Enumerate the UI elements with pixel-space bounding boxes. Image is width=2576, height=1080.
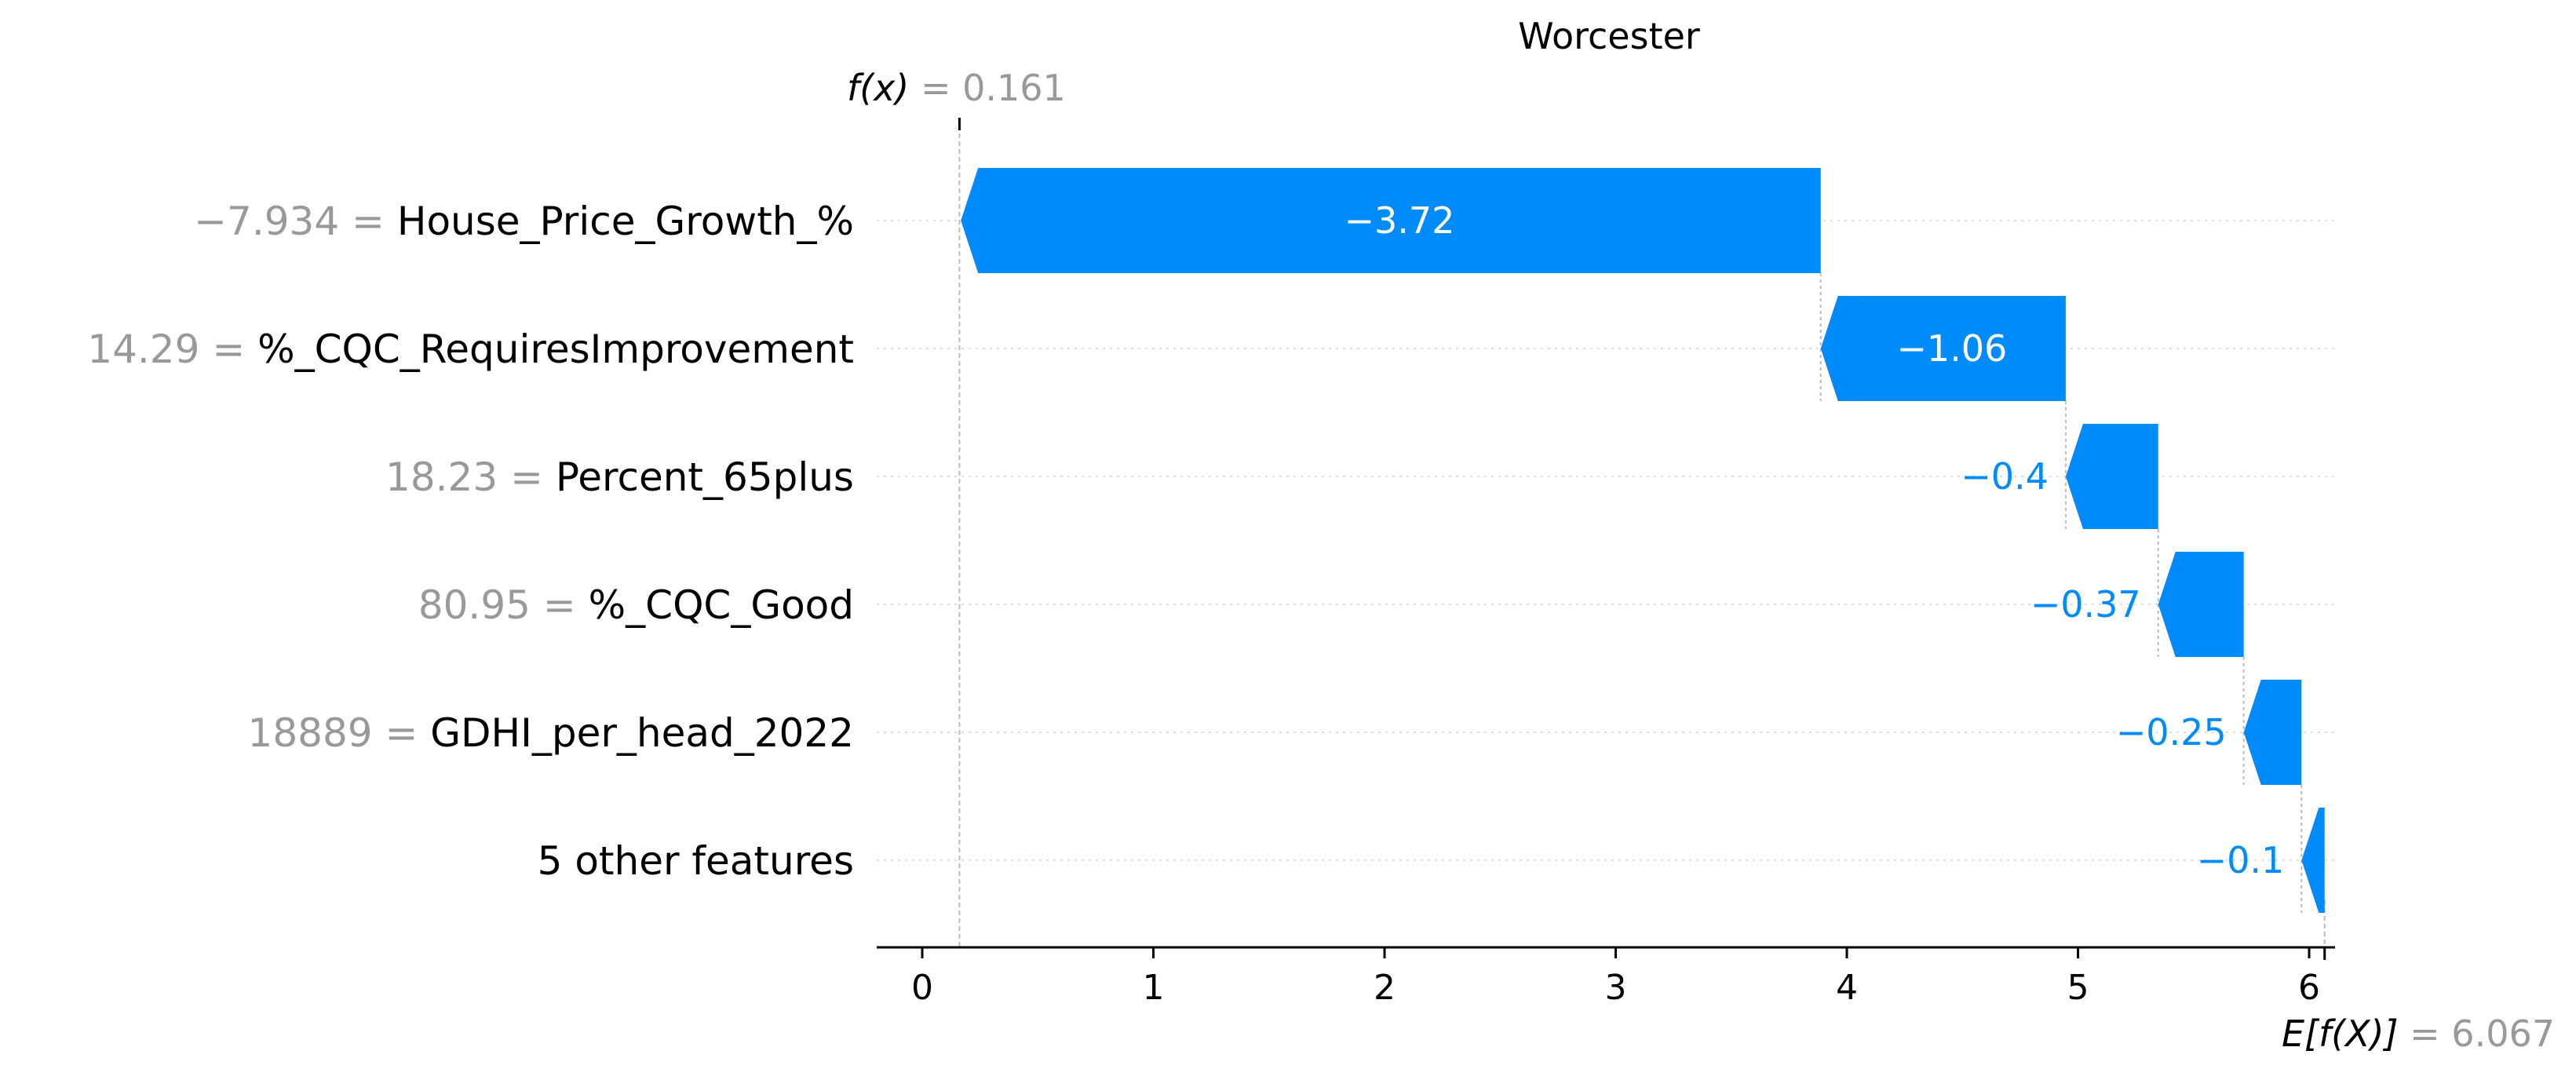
feature-name: 5 other features — [538, 838, 854, 884]
bar-value-label: −3.72 — [1344, 199, 1454, 242]
bar-1 — [961, 168, 1821, 273]
feature-name: GDHI_per_head_2022 — [430, 710, 854, 756]
bars: −3.72 −1.06 −0.4 −0.37 −0.25 −0.1 — [961, 168, 2325, 913]
x-tick-label: 1 — [1143, 968, 1165, 1008]
feature-value: −7.934 = — [194, 199, 397, 244]
base-value-annotation: E[f(X)] = 6.067 — [2282, 1012, 2555, 1055]
feature-value: 14.29 = — [87, 327, 257, 372]
x-tick-label: 4 — [1836, 968, 1858, 1008]
base-value: = 6.067 — [2399, 1012, 2555, 1055]
feature-label: 18889 = GDHI_per_head_2022 — [248, 710, 854, 756]
x-tick-label: 2 — [1374, 968, 1396, 1008]
feature-label: −7.934 = House_Price_Growth_% — [194, 199, 854, 244]
x-tick-label: 3 — [1605, 968, 1627, 1008]
chart-title: Worcester — [1518, 15, 1700, 57]
x-tick-label: 0 — [911, 968, 933, 1008]
row-gridlines — [877, 220, 2335, 861]
value-annotations: f(x) = 0.161 E[f(X)] = 6.067 — [847, 67, 2555, 1055]
x-axis: 0 1 2 3 4 5 6 — [877, 946, 2335, 1008]
feature-label: 80.95 = %_CQC_Good — [418, 582, 854, 628]
feature-label: 5 other features — [538, 838, 854, 884]
bar-value-label: −0.25 — [2116, 711, 2227, 753]
bar-5 — [2243, 680, 2302, 785]
feature-labels: −7.934 = House_Price_Growth_% 14.29 = %_C… — [87, 199, 854, 884]
feature-name: %_CQC_RequiresImprovement — [257, 327, 854, 372]
feature-value: 80.95 = — [418, 582, 589, 628]
bar-2 — [1820, 296, 2066, 401]
feature-name: Percent_65plus — [556, 454, 854, 500]
bar-3 — [2065, 424, 2158, 529]
bar-6 — [2301, 808, 2325, 913]
base-label: E[f(X)] — [2282, 1012, 2399, 1055]
bar-value-label: −0.4 — [1961, 455, 2049, 498]
x-tick-label: 5 — [2067, 968, 2089, 1008]
feature-label: 14.29 = %_CQC_RequiresImprovement — [87, 327, 854, 372]
bar-value-label: −0.37 — [2031, 583, 2141, 626]
feature-value: 18.23 = — [385, 454, 556, 500]
bar-4 — [2158, 552, 2244, 657]
output-value-annotation: f(x) = 0.161 — [847, 67, 1066, 109]
feature-value: 18889 = — [248, 710, 431, 756]
feature-name: %_CQC_Good — [589, 582, 854, 628]
feature-label: 18.23 = Percent_65plus — [385, 454, 854, 500]
bar-value-label: −0.1 — [2197, 839, 2285, 881]
output-label: f(x) — [847, 67, 909, 109]
feature-name: House_Price_Growth_% — [397, 199, 854, 244]
x-tick-label: 6 — [2298, 968, 2320, 1008]
output-value: = 0.161 — [909, 67, 1065, 109]
bar-value-label: −1.06 — [1896, 327, 2007, 370]
